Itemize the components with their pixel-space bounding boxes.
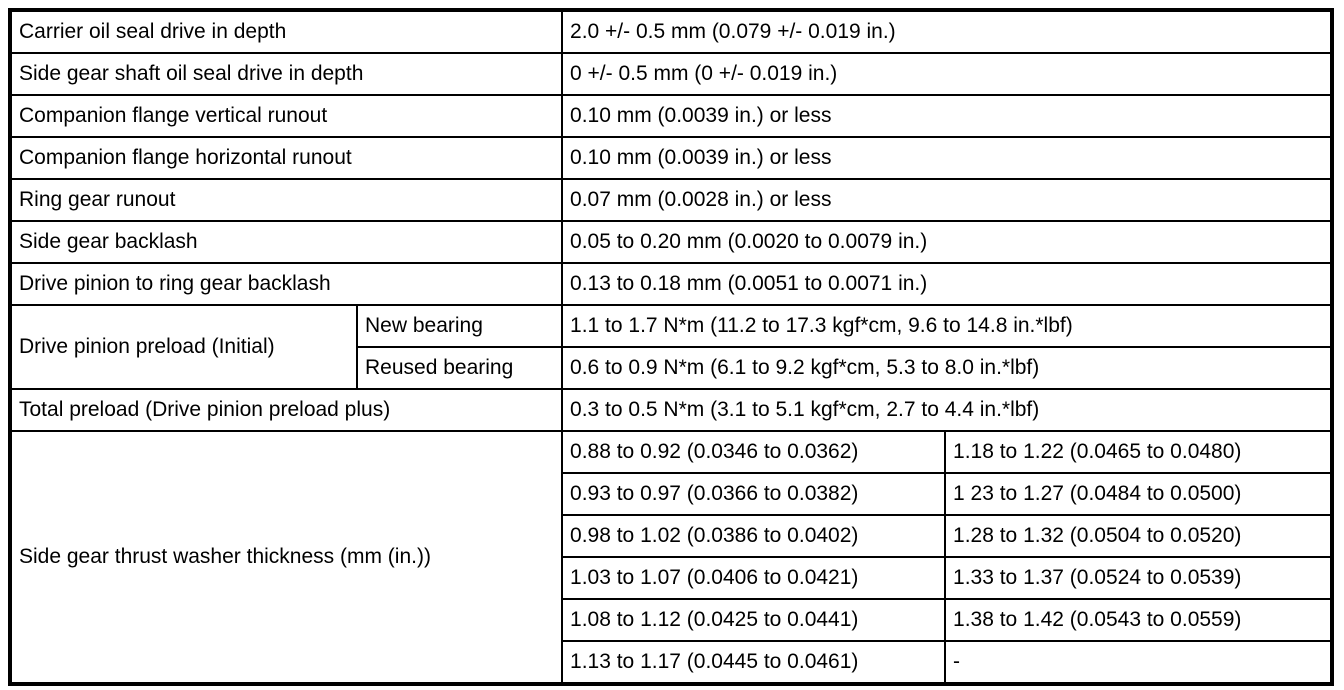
spec-value: 0.10 mm (0.0039 in.) or less [561, 136, 1334, 180]
washer-value: 1.33 to 1.37 (0.0524 to 0.0539) [944, 556, 1334, 600]
washer-group-label: Side gear thrust washer thickness (mm (i… [8, 430, 564, 685]
table-row: Companion flange horizontal runout 0.10 … [8, 136, 1334, 180]
bearing-condition: New bearing [355, 304, 564, 348]
spec-value: 0.07 mm (0.0028 in.) or less [561, 178, 1334, 222]
table-row: 1.13 to 1.17 (0.0445 to 0.0461) - [10, 640, 1334, 685]
spec-label: Side gear backlash [8, 220, 564, 264]
table-row: Side gear thrust washer thickness (mm (i… [8, 430, 1334, 685]
washer-value: 1.08 to 1.12 (0.0425 to 0.0441) [561, 598, 947, 642]
table-row: Reused bearing 0.6 to 0.9 N*m (6.1 to 9.… [10, 346, 1334, 390]
spec-label: Companion flange vertical runout [8, 94, 564, 138]
washer-value: 0.98 to 1.02 (0.0386 to 0.0402) [561, 514, 947, 558]
spec-value: 0.05 to 0.20 mm (0.0020 to 0.0079 in.) [561, 220, 1334, 264]
spec-value: 0 +/- 0.5 mm (0 +/- 0.019 in.) [561, 52, 1334, 96]
spec-label: Drive pinion to ring gear backlash [8, 262, 564, 306]
table-row: Companion flange vertical runout 0.10 mm… [8, 94, 1334, 138]
table-row: Drive pinion preload (Initial) New beari… [9, 304, 1334, 390]
washer-value: 0.93 to 0.97 (0.0366 to 0.0382) [561, 472, 947, 516]
washer-value: 0.88 to 0.92 (0.0346 to 0.0362) [561, 430, 947, 474]
spec-value: 0.6 to 0.9 N*m (6.1 to 9.2 kgf*cm, 5.3 t… [561, 346, 1334, 390]
spec-value: 0.10 mm (0.0039 in.) or less [561, 94, 1334, 138]
washer-value: 1.38 to 1.42 (0.0543 to 0.0559) [944, 598, 1334, 642]
washer-value: 1.28 to 1.32 (0.0504 to 0.0520) [944, 514, 1334, 558]
table-row: Total preload (Drive pinion preload plus… [8, 388, 1334, 432]
spec-label: Side gear shaft oil seal drive in depth [8, 52, 564, 96]
table-row: 1.08 to 1.12 (0.0425 to 0.0441) 1.38 to … [10, 598, 1334, 642]
table-row: Ring gear runout 0.07 mm (0.0028 in.) or… [8, 178, 1334, 222]
table-row: Carrier oil seal drive in depth 2.0 +/- … [8, 9, 1334, 54]
washer-value: - [944, 640, 1334, 685]
spec-label: Ring gear runout [8, 178, 564, 222]
spec-label: Carrier oil seal drive in depth [8, 9, 564, 54]
spec-value: 2.0 +/- 0.5 mm (0.079 +/- 0.019 in.) [561, 9, 1334, 54]
spec-label: Companion flange horizontal runout [8, 136, 564, 180]
spec-table: Carrier oil seal drive in depth 2.0 +/- … [8, 8, 1335, 686]
table-row: Drive pinion to ring gear backlash 0.13 … [8, 262, 1334, 306]
washer-value: 1.03 to 1.07 (0.0406 to 0.0421) [561, 556, 947, 600]
spec-value: 0.3 to 0.5 N*m (3.1 to 5.1 kgf*cm, 2.7 t… [561, 388, 1334, 432]
table-row: 0.98 to 1.02 (0.0386 to 0.0402) 1.28 to … [10, 514, 1334, 558]
spec-label: Total preload (Drive pinion preload plus… [8, 388, 564, 432]
spec-value: 1.1 to 1.7 N*m (11.2 to 17.3 kgf*cm, 9.6… [561, 304, 1334, 348]
table-row: Side gear backlash 0.05 to 0.20 mm (0.00… [8, 220, 1334, 264]
table-row: 0.93 to 0.97 (0.0366 to 0.0382) 1 23 to … [10, 472, 1334, 516]
table-row: 1.03 to 1.07 (0.0406 to 0.0421) 1.33 to … [10, 556, 1334, 600]
bearing-condition: Reused bearing [355, 346, 564, 390]
table-row: Side gear shaft oil seal drive in depth … [8, 52, 1334, 96]
washer-value: 1.18 to 1.22 (0.0465 to 0.0480) [944, 430, 1334, 474]
washer-value: 1.13 to 1.17 (0.0445 to 0.0461) [561, 640, 947, 685]
washer-value: 1 23 to 1.27 (0.0484 to 0.0500) [944, 472, 1334, 516]
spec-value: 0.13 to 0.18 mm (0.0051 to 0.0071 in.) [561, 262, 1334, 306]
preload-group-label: Drive pinion preload (Initial) [9, 304, 358, 390]
